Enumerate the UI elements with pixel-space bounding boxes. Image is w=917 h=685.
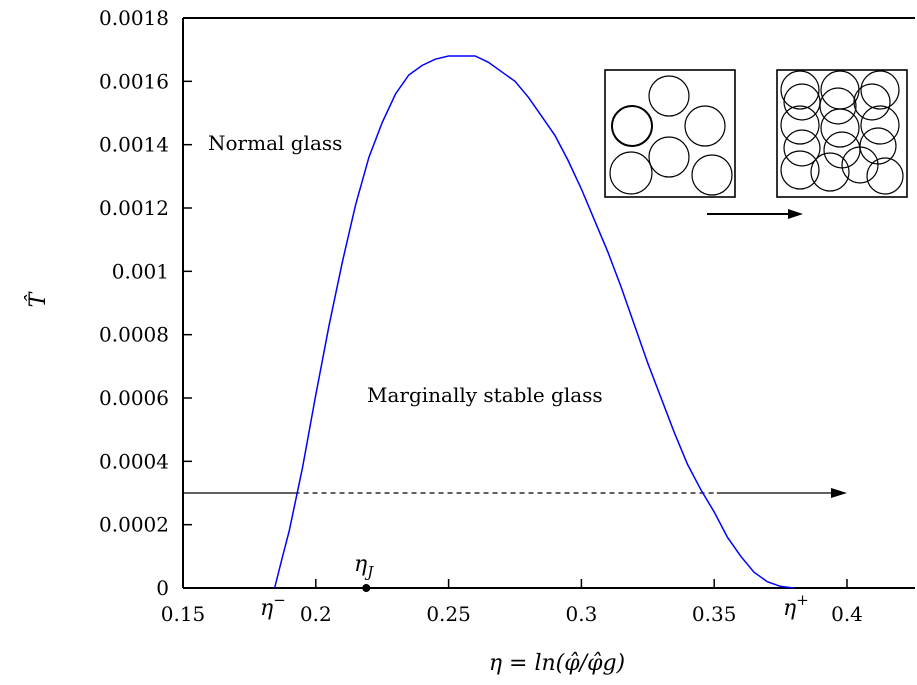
eta-plus-sup: + [796,591,809,609]
eta-plus-symbol: η [783,596,796,621]
y-tick-label: 0.001 [112,259,169,283]
y-tick-label: 0.0002 [99,513,169,537]
x-tick-label: 0.2 [300,602,332,626]
y-tick-label: 0.0004 [99,449,169,473]
eta-minus-symbol: η [260,596,273,621]
glass-transition-arrow [183,488,847,498]
svg-text:η+: η+ [783,591,809,621]
x-tick-label: 0.4 [831,602,863,626]
normal-glass-label: Normal glass [208,131,342,155]
eta-minus-sup: − [273,591,286,609]
x-tick-label: 0.35 [692,602,737,626]
x-tick-label: 0.25 [426,602,471,626]
loose-packing-illustration [604,69,736,198]
axis-ticks: 0 0.0002 0.0004 0.0006 0.0008 0.001 0.0012 0.00… [99,6,863,626]
y-tick-label: 0.0008 [99,323,169,347]
eta-j-sub: J [364,563,374,581]
x-tick-label: 0.3 [565,602,597,626]
x-tick-label: 0.15 [161,602,206,626]
eta-j-group [362,584,371,592]
packing-inset [604,69,908,219]
eta-plus-label: η+ [783,591,809,621]
y-tick-label: 0.0006 [99,386,169,410]
marginal-glass-label: Marginally stable glass [367,383,603,407]
series-group [273,55,794,589]
plot-frame [182,17,915,589]
y-axis-title: T̂ [25,290,51,307]
y-tick-label: 0.0012 [99,196,169,220]
eta-j-label: ηJ [354,552,374,581]
eta-j-point [362,584,371,592]
y-tick-label: 0.0014 [99,133,169,157]
eta-j-symbol: η [354,552,367,577]
dense-packing-illustration [776,69,908,198]
y-tick-label: 0.0016 [99,69,169,93]
x-axis-title: η = ln(φ̂/φ̂g) [489,651,625,676]
y-tick-label: 0 [156,576,169,600]
y-tick-label: 0.0018 [99,6,169,30]
series-line [273,55,794,589]
svg-text:ηJ: ηJ [354,552,374,581]
eta-minus-label: η− [260,591,286,621]
svg-text:η−: η− [260,591,286,621]
arrow-head [831,488,847,498]
compression-arrow [707,209,803,219]
